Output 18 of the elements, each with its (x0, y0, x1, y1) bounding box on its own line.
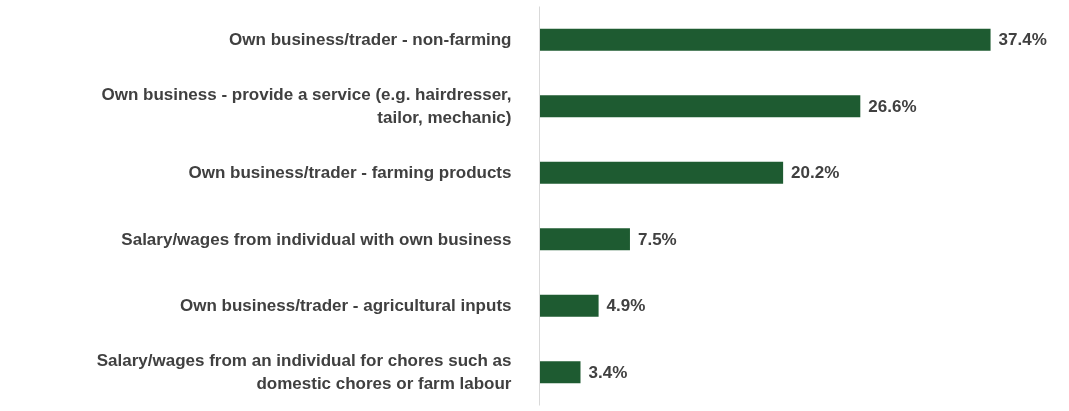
data-label: 4.9% (606, 296, 646, 316)
data-label: 7.5% (637, 229, 677, 249)
y-tick-label: Own business - provide a service (e.g. hairdresser, tailor, mechanic) (101, 85, 512, 128)
bar (539, 228, 630, 251)
data-label: 37.4% (998, 30, 1047, 50)
data-label: 3.4% (588, 362, 628, 382)
data-label: 20.2% (791, 163, 840, 183)
bar (539, 294, 599, 317)
bar (539, 28, 991, 51)
y-tick-label: Own business/trader - farming products (188, 163, 512, 183)
y-tick-label: Own business/trader - non-farming (229, 30, 512, 50)
bar (539, 161, 784, 184)
y-tick-label: Own business/trader - agricultural inputs (179, 296, 512, 316)
y-tick-label: Salary/wages from individual with own business (121, 229, 512, 249)
bar (539, 361, 581, 384)
bar (539, 95, 861, 118)
data-label: 26.6% (868, 96, 917, 116)
y-tick-label: Salary/wages from an individual for chores such as domestic chores or farm labour (96, 351, 512, 394)
